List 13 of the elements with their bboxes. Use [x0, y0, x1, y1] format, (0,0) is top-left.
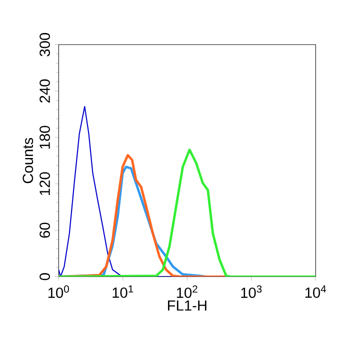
- y-tick-label: 60: [40, 222, 50, 238]
- x-tick-label: 10$^{0}$: [48, 285, 69, 298]
- y-tick-label: 180: [40, 126, 50, 149]
- y-tick-label: 300: [40, 33, 50, 56]
- y-tick-label: 0: [40, 273, 50, 280]
- x-tick-label: 10$^{2}$: [176, 285, 198, 298]
- y-tick-label: 120: [40, 172, 50, 195]
- x-axis-title: FL1-H: [168, 300, 206, 311]
- y-axis-title: Counts: [22, 138, 34, 184]
- x-tick-label: 10$^{1}$: [112, 285, 134, 298]
- y-tick-label: 240: [40, 79, 50, 103]
- x-tick-label: 10$^{3}$: [241, 285, 262, 298]
- x-tick-label: 10$^{4}$: [305, 285, 326, 298]
